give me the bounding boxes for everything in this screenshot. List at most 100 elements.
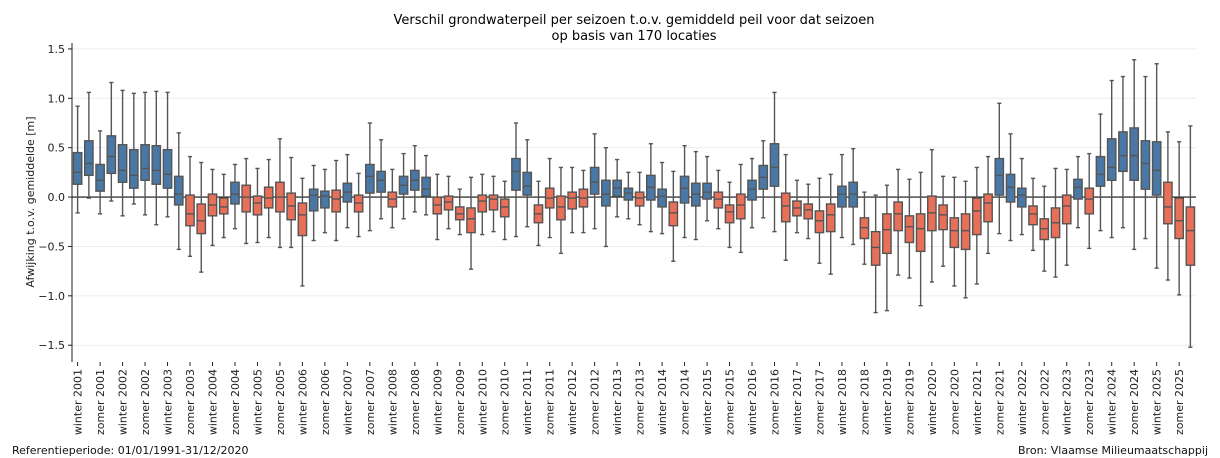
box-57 bbox=[713, 169, 724, 230]
box-iqr bbox=[567, 191, 578, 210]
x-tick-label: zomer 2025 bbox=[1173, 369, 1186, 435]
box-85 bbox=[1028, 177, 1038, 252]
x-tick-label: winter 2014 bbox=[656, 369, 669, 435]
box-99 bbox=[1185, 125, 1196, 348]
box-95 bbox=[1140, 75, 1151, 240]
box-iqr bbox=[365, 163, 375, 194]
x-tick-label: winter 2003 bbox=[162, 369, 175, 435]
box-10 bbox=[185, 155, 195, 258]
y-tick-label: 1.5 bbox=[48, 43, 66, 56]
box-iqr bbox=[499, 198, 510, 218]
box-iqr bbox=[1185, 206, 1196, 266]
box-iqr bbox=[1005, 173, 1016, 203]
box-28 bbox=[387, 168, 398, 229]
box-15 bbox=[241, 157, 252, 245]
x-tick-label: zomer 2009 bbox=[454, 369, 467, 435]
box-87 bbox=[1050, 167, 1061, 278]
box-91 bbox=[1095, 113, 1106, 232]
box-76 bbox=[927, 148, 937, 283]
box-4 bbox=[117, 89, 128, 217]
x-tick-label: zomer 2001 bbox=[94, 369, 107, 435]
x-tick-label: winter 2008 bbox=[386, 369, 399, 435]
x-tick-label: winter 2007 bbox=[341, 369, 354, 435]
box-11 bbox=[196, 161, 207, 273]
box-30 bbox=[409, 145, 420, 213]
box-96 bbox=[1151, 63, 1162, 269]
box-iqr bbox=[657, 188, 667, 208]
box-38 bbox=[499, 180, 510, 241]
box-iqr bbox=[173, 175, 184, 206]
x-tick-label: winter 2015 bbox=[701, 369, 714, 435]
box-79 bbox=[960, 180, 971, 299]
x-tick-label: zomer 2005 bbox=[274, 369, 287, 435]
x-tick-label: winter 2013 bbox=[611, 369, 624, 435]
y-tick-label: 0.5 bbox=[48, 142, 66, 155]
box-iqr bbox=[477, 194, 488, 213]
box-33 bbox=[443, 175, 454, 230]
box-iqr bbox=[780, 192, 791, 223]
box-iqr bbox=[679, 175, 690, 204]
box-75 bbox=[915, 171, 926, 307]
box-iqr bbox=[297, 202, 308, 237]
box-iqr bbox=[556, 195, 566, 221]
box-40 bbox=[522, 139, 533, 228]
x-tick-label: zomer 2021 bbox=[993, 369, 1006, 435]
x-tick-label: winter 2011 bbox=[521, 369, 534, 435]
box-iqr bbox=[713, 191, 724, 209]
x-tick-label: zomer 2008 bbox=[409, 369, 422, 435]
box-iqr bbox=[218, 197, 229, 215]
box-29 bbox=[398, 152, 409, 220]
gridlines bbox=[72, 48, 1196, 346]
footer-source: Bron: Vlaamse Milieumaatschappij bbox=[1018, 444, 1208, 457]
box-67 bbox=[825, 173, 836, 275]
box-iqr bbox=[870, 230, 881, 266]
x-tick-label: zomer 2017 bbox=[813, 369, 826, 435]
box-iqr bbox=[747, 179, 757, 201]
box-22 bbox=[320, 168, 330, 234]
box-iqr bbox=[994, 157, 1005, 196]
box-80 bbox=[971, 166, 982, 285]
box-6 bbox=[140, 91, 150, 216]
box-63 bbox=[780, 153, 791, 261]
x-tick-label: winter 2004 bbox=[207, 369, 220, 435]
box-39 bbox=[511, 122, 521, 238]
box-iqr bbox=[252, 195, 263, 216]
box-60 bbox=[747, 157, 757, 229]
box-iqr bbox=[983, 193, 993, 223]
box-68 bbox=[837, 153, 847, 239]
x-tick-label: winter 2018 bbox=[836, 369, 849, 435]
box-72 bbox=[882, 184, 892, 312]
box-2 bbox=[95, 130, 105, 215]
box-46 bbox=[589, 133, 600, 230]
box-77 bbox=[938, 175, 948, 267]
x-tick-label: zomer 2011 bbox=[544, 369, 557, 435]
box-iqr bbox=[949, 217, 960, 249]
x-tick-label: zomer 2013 bbox=[634, 369, 647, 435]
box-iqr bbox=[893, 201, 903, 232]
box-iqr bbox=[825, 203, 836, 233]
box-98 bbox=[1174, 141, 1184, 296]
box-iqr bbox=[668, 201, 679, 227]
box-iqr bbox=[443, 195, 454, 211]
box-73 bbox=[893, 168, 903, 276]
box-iqr bbox=[117, 144, 128, 183]
x-tick-label: zomer 2002 bbox=[139, 369, 152, 435]
box-93 bbox=[1118, 75, 1128, 229]
box-iqr bbox=[1163, 181, 1173, 225]
box-37 bbox=[488, 175, 499, 233]
box-iqr bbox=[915, 213, 926, 253]
x-tick-label: zomer 2022 bbox=[1038, 369, 1051, 435]
box-iqr bbox=[938, 204, 948, 231]
box-iqr bbox=[241, 184, 252, 213]
x-tick-label: winter 2001 bbox=[72, 369, 85, 435]
box-iqr bbox=[1095, 155, 1106, 187]
box-iqr bbox=[162, 148, 173, 189]
box-47 bbox=[601, 146, 611, 248]
box-iqr bbox=[882, 213, 892, 255]
box-50 bbox=[634, 171, 645, 226]
x-tick-label: winter 2012 bbox=[566, 369, 579, 435]
box-iqr bbox=[196, 203, 207, 235]
box-70 bbox=[859, 191, 870, 265]
box-55 bbox=[690, 150, 701, 241]
